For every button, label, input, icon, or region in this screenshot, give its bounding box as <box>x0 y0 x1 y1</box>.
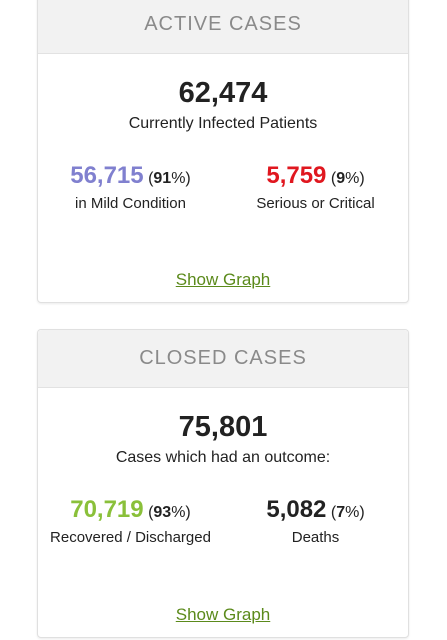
serious-condition-stat: 5,759 (9%) Serious or Critical <box>223 162 408 212</box>
mild-condition-label: in Mild Condition <box>75 195 186 212</box>
closed-show-graph-link[interactable]: Show Graph <box>175 605 271 624</box>
serious-condition-value: 5,759 <box>266 162 327 189</box>
mild-condition-value: 56,715 <box>70 162 144 189</box>
closed-cases-header: CLOSED CASES <box>38 330 408 388</box>
active-cases-card: ACTIVE CASES 62,474 Currently Infected P… <box>37 0 409 303</box>
active-show-graph-link[interactable]: Show Graph <box>175 270 271 289</box>
serious-condition-label: Serious or Critical <box>256 195 375 212</box>
recovered-value: 70,719 <box>70 496 144 523</box>
deaths-value: 5,082 <box>266 496 327 523</box>
active-cases-header: ACTIVE CASES <box>38 0 408 54</box>
mild-condition-stat: 56,715 (91%) in Mild Condition <box>38 162 223 212</box>
recovered-label: Recovered / Discharged <box>50 529 211 546</box>
deaths-stat: 5,082 (7%) Deaths <box>223 496 408 546</box>
active-cases-breakdown: 56,715 (91%) in Mild Condition 5,759 (9%… <box>38 162 408 212</box>
active-cases-total: 62,474 <box>178 77 268 109</box>
recovered-stat: 70,719 (93%) Recovered / Discharged <box>38 496 223 546</box>
deaths-pct: (7%) <box>330 504 365 521</box>
deaths-label: Deaths <box>291 529 340 546</box>
closed-cases-total: 75,801 <box>178 411 268 443</box>
closed-cases-breakdown: 70,719 (93%) Recovered / Discharged 5,08… <box>38 496 408 546</box>
closed-cases-total-label: Cases which had an outcome: <box>115 449 331 466</box>
closed-cases-card: CLOSED CASES 75,801 Cases which had an o… <box>37 329 409 638</box>
closed-show-graph-container: Show Graph <box>38 605 408 625</box>
recovered-pct: (93%) <box>148 504 191 521</box>
mild-condition-pct: (91%) <box>148 170 191 187</box>
active-cases-total-label: Currently Infected Patients <box>128 115 318 132</box>
serious-condition-pct: (9%) <box>330 170 365 187</box>
active-show-graph-container: Show Graph <box>38 270 408 290</box>
